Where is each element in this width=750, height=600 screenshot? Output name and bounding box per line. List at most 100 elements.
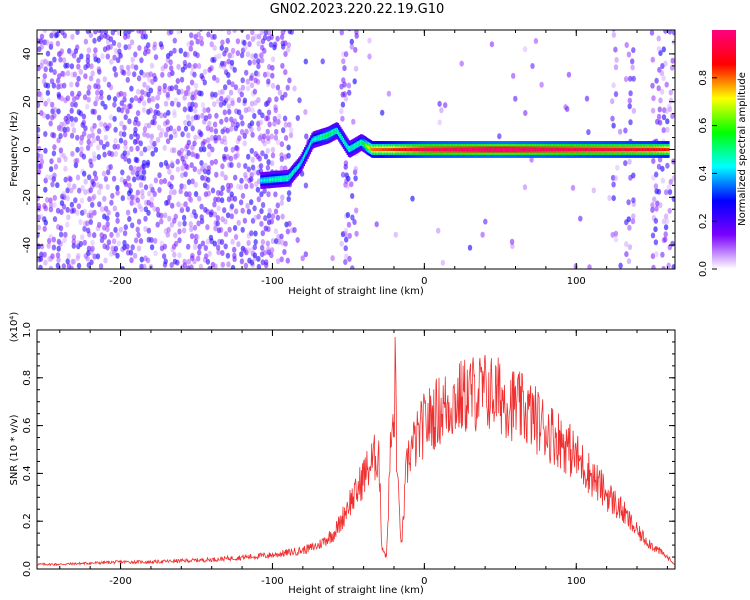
spectrogram-noise-cell xyxy=(182,59,188,66)
spectrogram-noise-cell xyxy=(96,57,101,64)
spectrogram-noise-cell xyxy=(436,227,441,234)
spectrogram-signal-cell xyxy=(294,168,297,172)
spectrogram-noise-cell xyxy=(129,97,134,104)
spectrogram-noise-cell xyxy=(105,215,110,222)
spectrogram-signal-cell xyxy=(463,148,466,151)
spectrogram-noise-cell xyxy=(663,236,668,243)
spectrogram-noise-cell xyxy=(352,78,357,85)
spectrogram-noise-cell xyxy=(75,157,80,164)
spectrogram-noise-cell xyxy=(230,121,236,128)
spectrogram-signal-cell xyxy=(415,148,419,151)
spectrogram-noise-cell xyxy=(118,90,124,97)
spectrogram-noise-cell xyxy=(631,107,637,114)
spectrogram-noise-cell xyxy=(223,97,229,104)
spectrogram-noise-cell xyxy=(292,85,297,92)
spectrogram-noise-cell xyxy=(172,147,177,154)
spectrogram-noise-cell xyxy=(178,188,183,195)
spectrogram-noise-cell xyxy=(76,203,82,210)
colorbar-tick-label: 0.8 xyxy=(698,70,709,86)
spectrogram-signal-cell xyxy=(562,148,566,151)
spectrogram-noise-cell xyxy=(59,48,65,55)
spectrogram-noise-cell xyxy=(187,62,192,69)
spectrogram-noise-cell xyxy=(172,112,177,119)
spectrogram-noise-cell xyxy=(202,146,207,153)
spectrogram-noise-cell xyxy=(259,220,264,227)
spectrogram-signal-cell xyxy=(556,148,559,151)
spectrogram-noise-cell xyxy=(39,62,44,69)
spectrogram-noise-cell xyxy=(45,174,50,181)
spectrogram-noise-cell xyxy=(85,220,90,227)
spectrogram-noise-cell xyxy=(565,106,570,112)
spectrogram-noise-cell xyxy=(202,79,207,86)
spectrogram-signal-cell xyxy=(329,132,332,136)
spectrogram-noise-cell xyxy=(192,71,197,78)
spectrogram-noise-cell xyxy=(159,112,164,119)
spectrogram-signal-cell xyxy=(395,148,398,151)
spectrogram-noise-cell xyxy=(343,160,349,167)
spectrogram-signal-cell xyxy=(449,148,453,151)
spectrogram-signal-cell xyxy=(533,148,536,151)
spectrogram-noise-cell xyxy=(339,108,344,115)
spectrogram-noise-cell xyxy=(109,58,114,65)
spectrogram-noise-cell xyxy=(48,166,54,173)
spectrogram-noise-cell xyxy=(113,126,118,133)
spectrogram-signal-cell xyxy=(567,148,570,151)
spectrogram-noise-cell xyxy=(236,162,241,169)
spectrogram-noise-cell xyxy=(132,71,137,78)
spectrogram-noise-cell xyxy=(123,155,128,162)
spectrogram-signal-cell xyxy=(454,148,457,151)
spectrogram-noise-cell xyxy=(244,249,249,256)
spectrogram-noise-cell xyxy=(126,70,131,77)
spectrogram-noise-cell xyxy=(71,238,77,245)
spectrogram-signal-cell xyxy=(419,148,422,151)
spectrogram-noise-cell xyxy=(51,176,56,183)
spectrogram-noise-cell xyxy=(213,196,218,203)
spectrogram-noise-cell xyxy=(139,263,144,269)
spectrogram-noise-cell xyxy=(71,207,77,214)
spectrogram-noise-cell xyxy=(89,63,94,70)
spectrogram-noise-cell xyxy=(219,197,225,204)
spectrogram-noise-cell xyxy=(228,182,234,189)
spectrogram-signal-cell xyxy=(615,148,618,151)
spectrogram-noise-cell xyxy=(91,151,97,158)
spectrogram-noise-cell xyxy=(43,259,48,266)
spectrogram-signal-cell xyxy=(502,148,505,151)
spectrogram-signal-cell xyxy=(401,148,404,151)
spectrogram-noise-cell xyxy=(225,252,231,259)
spectrogram-noise-cell xyxy=(52,106,58,113)
spectrogram-noise-cell xyxy=(86,139,91,145)
spectrogram-noise-cell xyxy=(613,230,619,237)
spectrogram-noise-cell xyxy=(232,252,237,259)
spectrogram-noise-cell xyxy=(103,176,109,182)
spectrogram-noise-cell xyxy=(239,258,245,265)
spectrogram-noise-cell xyxy=(339,30,344,36)
spectrogram-noise-cell xyxy=(135,145,140,152)
spectrogram-noise-cell xyxy=(163,228,169,235)
spectrogram-signal-cell xyxy=(589,148,592,151)
spectrogram-noise-cell xyxy=(79,197,85,204)
spectrogram-noise-cell xyxy=(198,146,204,153)
spectrogram-noise-cell xyxy=(38,264,43,269)
spectrogram-noise-cell xyxy=(190,252,195,259)
spectrogram-signal-cell xyxy=(413,148,416,151)
spectrogram-signal-cell xyxy=(499,148,502,151)
spectrogram-noise-cell xyxy=(249,259,255,266)
spectrogram-signal-cell xyxy=(363,142,366,146)
spectrogram-signal-cell xyxy=(593,148,596,151)
spectrogram-noise-cell xyxy=(56,238,62,245)
spectrogram-noise-cell xyxy=(139,30,144,35)
spectrogram-noise-cell xyxy=(69,63,75,70)
spectrogram-noise-cell xyxy=(279,152,284,159)
spectrogram-noise-cell xyxy=(286,144,291,151)
spectrogram-signal-cell xyxy=(307,146,310,150)
spectrogram-noise-cell xyxy=(82,170,87,177)
spectrogram-noise-cell xyxy=(660,251,665,258)
spectrogram-noise-cell xyxy=(270,238,276,245)
spectrogram-noise-cell xyxy=(233,153,238,160)
spectrogram-signal-cell xyxy=(384,148,387,151)
spectrogram-noise-cell xyxy=(249,171,254,178)
spectrogram-noise-cell xyxy=(165,138,171,145)
spectrogram-noise-cell xyxy=(226,30,232,36)
spectrogram-noise-cell xyxy=(340,231,346,238)
spectrogram-noise-cell xyxy=(118,226,124,233)
